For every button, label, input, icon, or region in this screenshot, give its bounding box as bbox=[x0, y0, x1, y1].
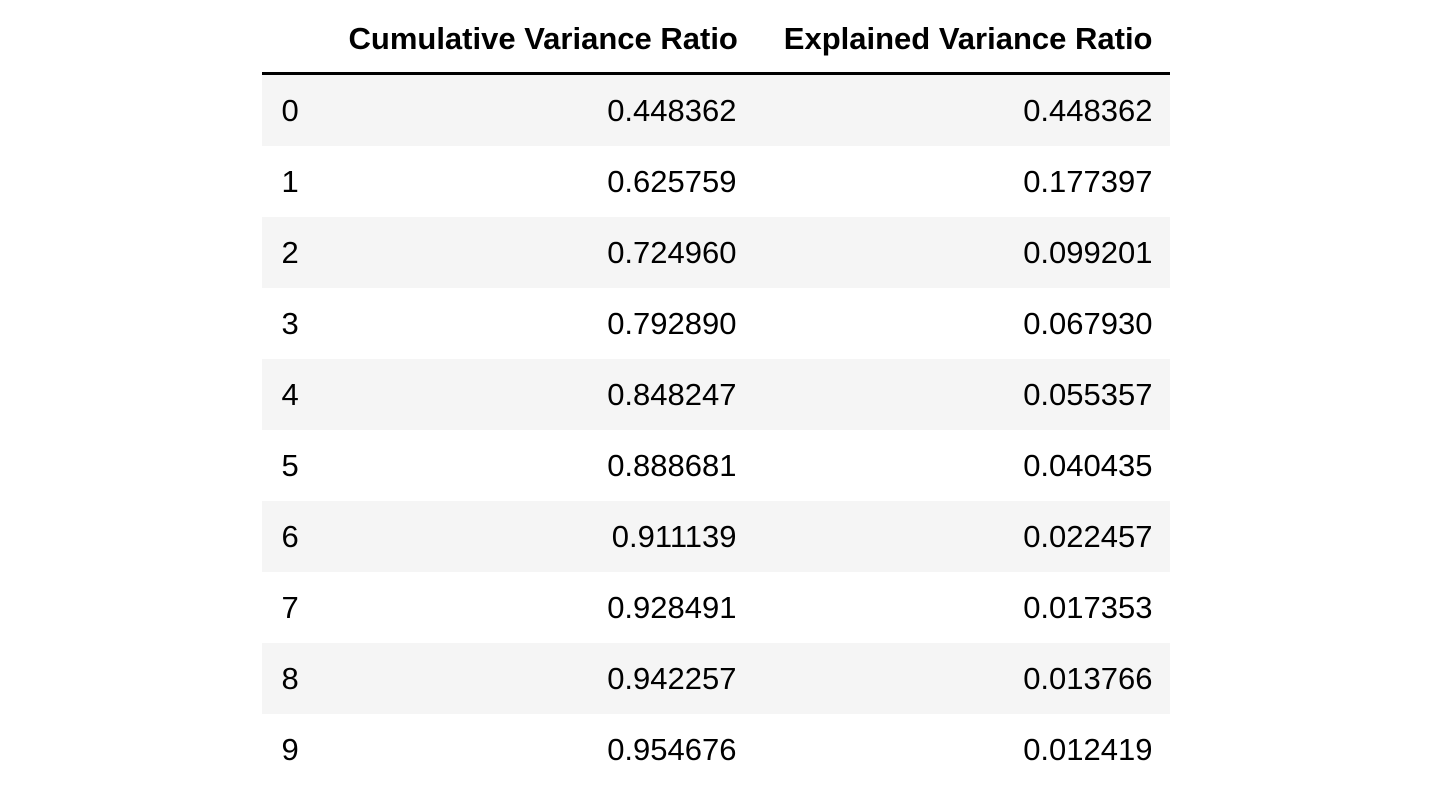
cumulative-variance-value: 0.911139 bbox=[611, 519, 737, 554]
cumulative-variance-value: 0.954676 bbox=[607, 732, 737, 767]
cumulative-variance-value: 0.928491 bbox=[607, 590, 737, 625]
table-header: Cumulative Variance Ratio Explained Vari… bbox=[261, 6, 1170, 75]
table-row: 9 0.954676 0.012419 bbox=[261, 714, 1170, 785]
row-index-label: 8 bbox=[281, 661, 299, 696]
table-row: 3 0.792890 0.067930 bbox=[261, 288, 1170, 359]
explained-variance-value: 0.177397 bbox=[1023, 164, 1153, 199]
cumulative-variance-value: 0.448362 bbox=[607, 93, 737, 128]
table-row: 4 0.848247 0.055357 bbox=[261, 359, 1170, 430]
explained-variance-value: 0.013766 bbox=[1023, 661, 1153, 696]
table-row: 8 0.942257 0.013766 bbox=[261, 643, 1170, 714]
explained-variance-value: 0.040435 bbox=[1023, 448, 1153, 483]
row-index-label: 7 bbox=[281, 590, 299, 625]
header-row: Cumulative Variance Ratio Explained Vari… bbox=[261, 6, 1170, 75]
explained-variance-value: 0.448362 bbox=[1023, 93, 1153, 128]
row-index-label: 5 bbox=[281, 448, 299, 483]
explained-variance-value: 0.055357 bbox=[1023, 377, 1153, 412]
row-index-label: 1 bbox=[281, 164, 299, 199]
cumulative-variance-value: 0.848247 bbox=[607, 377, 737, 412]
explained-variance-value: 0.099201 bbox=[1023, 235, 1153, 270]
index-corner-cell bbox=[261, 6, 332, 75]
cumulative-variance-value: 0.888681 bbox=[607, 448, 737, 483]
table-body: 0 0.448362 0.448362 1 0.625759 0.177397 2 0.724… bbox=[261, 73, 1170, 785]
table-row: 2 0.724960 0.099201 bbox=[261, 217, 1170, 288]
row-index-label: 2 bbox=[281, 235, 299, 270]
table-row: 6 0.911139 0.022457 bbox=[261, 501, 1170, 572]
row-index-label: 9 bbox=[281, 732, 299, 767]
explained-variance-value: 0.067930 bbox=[1023, 306, 1153, 341]
explained-variance-value: 0.022457 bbox=[1023, 519, 1153, 554]
row-index-label: 3 bbox=[281, 306, 299, 341]
table-row: 5 0.888681 0.040435 bbox=[261, 430, 1170, 501]
row-index-label: 4 bbox=[281, 377, 299, 412]
cumulative-variance-value: 0.792890 bbox=[607, 306, 737, 341]
table-row: 0 0.448362 0.448362 bbox=[261, 73, 1170, 146]
column-header-explained: Explained Variance Ratio bbox=[753, 6, 1170, 75]
column-header-cumulative: Cumulative Variance Ratio bbox=[331, 6, 754, 75]
cumulative-variance-value: 0.724960 bbox=[607, 235, 737, 270]
variance-ratio-table: Cumulative Variance Ratio Explained Vari… bbox=[261, 6, 1170, 785]
cumulative-variance-value: 0.942257 bbox=[607, 661, 737, 696]
row-index-label: 6 bbox=[281, 519, 299, 554]
explained-variance-value: 0.017353 bbox=[1023, 590, 1153, 625]
table-row: 1 0.625759 0.177397 bbox=[261, 146, 1170, 217]
cumulative-variance-value: 0.625759 bbox=[607, 164, 737, 199]
explained-variance-value: 0.012419 bbox=[1023, 732, 1153, 767]
table-row: 7 0.928491 0.017353 bbox=[261, 572, 1170, 643]
row-index-label: 0 bbox=[281, 93, 299, 128]
